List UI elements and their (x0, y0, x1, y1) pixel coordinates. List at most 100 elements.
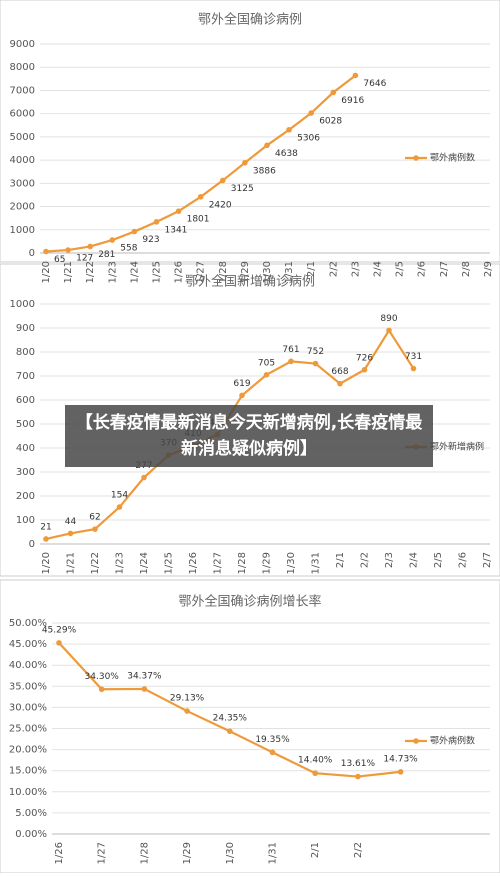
data-point (98, 686, 105, 693)
y-tick-label: 400 (16, 443, 35, 454)
x-tick-label: 1/30 (262, 261, 273, 283)
x-tick-label: 1/29 (182, 842, 193, 864)
data-label: 29.13% (170, 694, 205, 704)
x-tick-label: 1/30 (225, 842, 236, 864)
data-point (67, 530, 74, 537)
data-label: 619 (233, 379, 250, 389)
x-tick-label: 1/26 (174, 261, 185, 283)
y-tick-label: 35.00% (9, 681, 47, 692)
data-label: 6916 (341, 96, 364, 106)
x-tick-label: 2/2 (360, 552, 371, 568)
y-tick-label: 30.00% (9, 702, 47, 713)
x-tick-label: 1/26 (54, 842, 65, 864)
x-tick-label: 2/1 (306, 261, 317, 277)
y-tick-label: 45.00% (9, 639, 47, 650)
data-label: 2420 (209, 200, 232, 210)
x-tick-label: 1/23 (107, 261, 118, 283)
data-point (197, 194, 204, 200)
y-tick-label: 700 (16, 371, 35, 382)
data-point (330, 89, 337, 96)
data-label: 1341 (165, 225, 188, 235)
data-point (337, 380, 343, 387)
y-tick-label: 1000 (10, 225, 35, 236)
data-label: 923 (142, 235, 159, 245)
data-label: 726 (356, 353, 373, 363)
data-point (288, 358, 294, 365)
x-tick-label: 1/22 (90, 552, 101, 574)
data-point (175, 208, 182, 214)
data-point (141, 686, 148, 692)
x-tick-label: 1/28 (139, 842, 150, 864)
x-tick-label: 2/4 (373, 261, 384, 277)
data-point (184, 708, 190, 714)
x-tick-label: 1/26 (188, 552, 199, 574)
x-tick-label: 1/24 (139, 552, 150, 574)
data-label: 34.30% (85, 672, 120, 682)
data-label: 34.37% (127, 671, 162, 681)
data-point (239, 392, 245, 399)
data-point (263, 372, 270, 378)
y-tick-label: 5000 (10, 132, 35, 143)
chart-title: 鄂外全国新增确诊病例 (185, 274, 315, 290)
y-tick-label: 300 (16, 467, 35, 478)
y-tick-label: 0 (29, 248, 35, 259)
data-label: 24.35% (213, 714, 248, 724)
data-point (56, 640, 62, 646)
data-point (386, 327, 392, 334)
chart-title: 鄂外全国确诊病例增长率 (178, 594, 321, 610)
y-tick-label: 100 (16, 515, 35, 526)
data-label: 731 (405, 352, 422, 362)
data-point (153, 219, 160, 225)
y-tick-label: 800 (16, 347, 35, 358)
data-label: 65 (54, 255, 65, 265)
data-point (269, 749, 276, 756)
x-tick-label: 2/6 (458, 552, 469, 568)
data-label: 6028 (319, 117, 342, 127)
x-tick-label: 2/3 (350, 261, 361, 277)
y-tick-label: 8000 (10, 62, 35, 73)
panel (0, 0, 500, 263)
data-point (92, 526, 98, 532)
x-tick-label: 2/1 (335, 552, 346, 568)
x-tick-label: 1/22 (85, 261, 96, 283)
data-label: 127 (76, 254, 93, 264)
x-tick-label: 1/27 (213, 552, 224, 574)
data-point (312, 360, 319, 367)
data-point (87, 243, 93, 250)
banner: 【长春疫情最新消息今天新增病例,长春疫情最新消息疑似病例】 (65, 405, 433, 467)
x-tick-label: 2/7 (439, 261, 450, 277)
x-tick-label: 1/20 (41, 552, 52, 574)
data-label: 14.73% (383, 754, 418, 764)
data-point (286, 126, 292, 133)
data-point (242, 159, 248, 166)
data-label: 7646 (363, 79, 386, 89)
y-tick-label: 2000 (10, 202, 35, 213)
x-tick-label: 2/3 (384, 552, 395, 568)
y-tick-label: 1000 (10, 299, 35, 310)
data-point (410, 365, 417, 372)
data-label: 558 (120, 244, 137, 254)
x-tick-label: 2/8 (461, 261, 472, 277)
x-tick-label: 1/29 (262, 552, 273, 574)
data-point (220, 177, 226, 184)
data-label: 1801 (187, 215, 210, 225)
x-tick-label: 1/24 (129, 261, 140, 283)
chart-title: 鄂外全国确诊病例 (198, 12, 302, 28)
data-point (312, 770, 319, 777)
y-tick-label: 40.00% (9, 660, 47, 671)
data-label: 752 (307, 347, 324, 357)
data-point (227, 728, 233, 735)
x-tick-label: 1/28 (218, 261, 229, 283)
y-tick-label: 600 (16, 395, 35, 406)
data-label: 705 (258, 358, 275, 368)
legend-label: 鄂外病例数 (430, 152, 475, 164)
y-tick-label: 5.00% (15, 808, 47, 819)
data-point (355, 773, 361, 780)
x-tick-label: 1/27 (97, 842, 108, 864)
y-tick-label: 50.00% (9, 618, 47, 629)
data-label: 890 (380, 314, 397, 324)
data-label: 45.29% (42, 625, 77, 635)
data-label: 281 (98, 250, 115, 260)
data-point (264, 142, 270, 149)
